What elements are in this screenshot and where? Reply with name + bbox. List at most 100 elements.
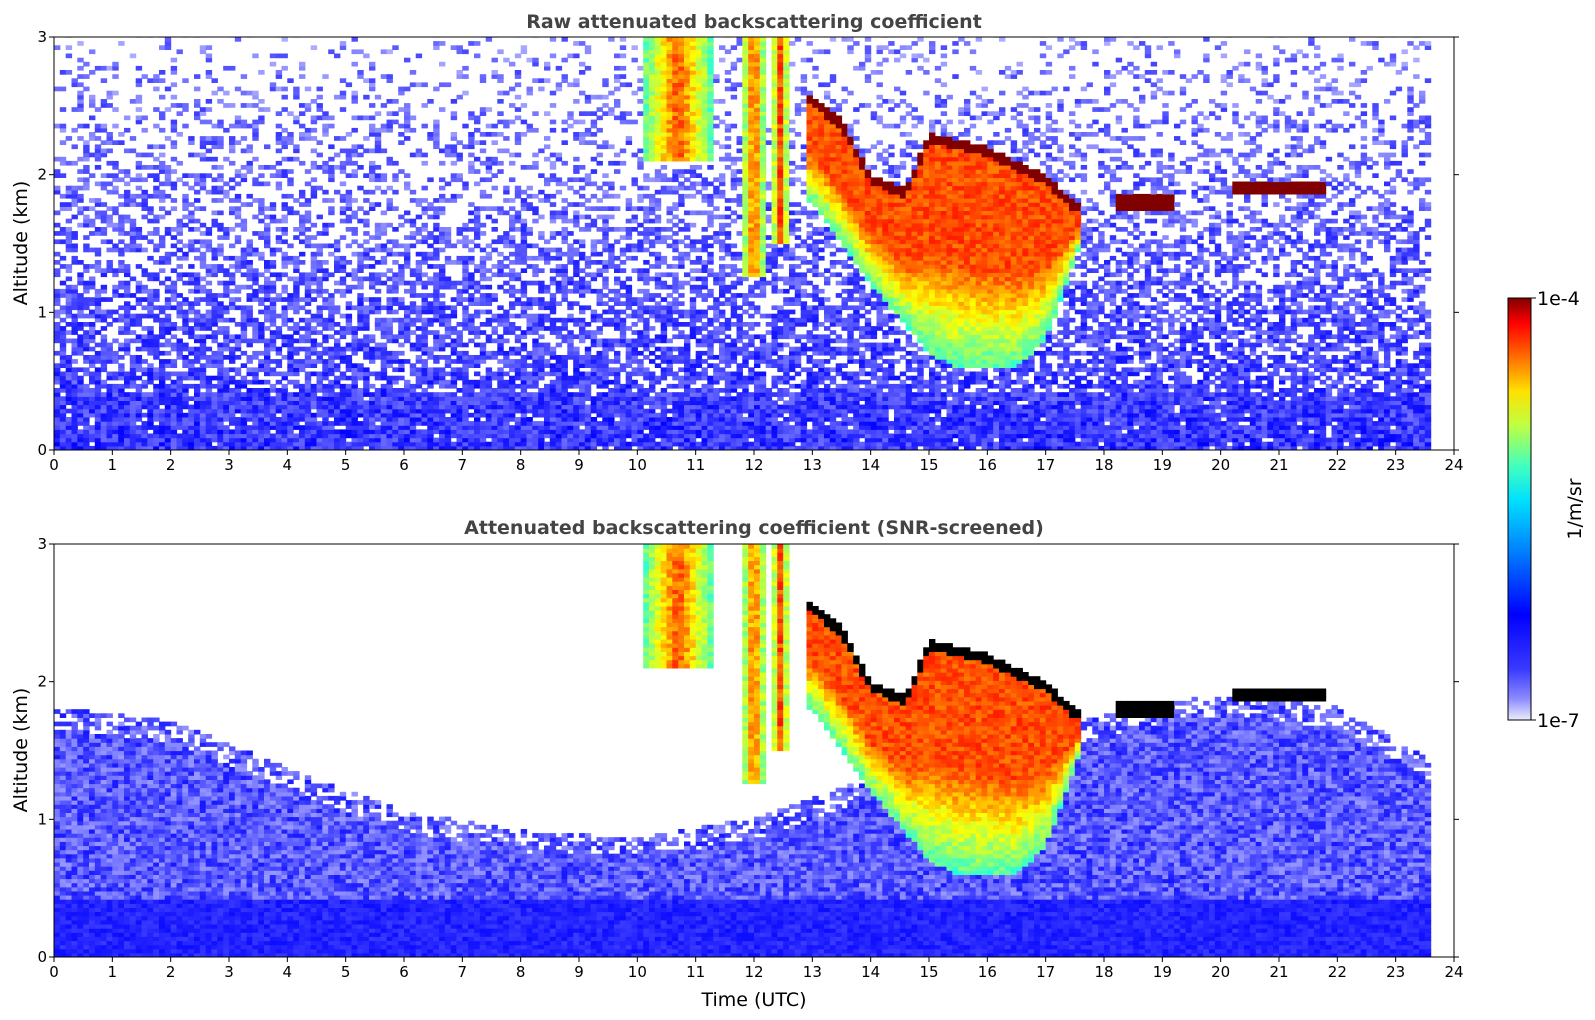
heat-cell [199, 45, 207, 50]
heat-cell [170, 235, 178, 240]
heat-cell [83, 371, 90, 377]
heat-cell [614, 103, 621, 108]
heat-cell [54, 375, 61, 381]
heat-cell [164, 400, 172, 406]
heat-cell [59, 371, 67, 377]
heat-cell [264, 412, 271, 418]
heat-cell [188, 243, 195, 249]
heat-cell [462, 404, 469, 410]
heat-cell [579, 334, 586, 340]
heat-cell [398, 441, 405, 447]
heat-cell [112, 417, 119, 422]
heat-cell [217, 417, 224, 422]
heat-cell [269, 301, 277, 306]
heat-cell [509, 313, 516, 319]
heat-cell [176, 433, 183, 439]
heat-cell [159, 433, 166, 439]
heat-cell [491, 185, 498, 191]
heat-cell [83, 264, 90, 269]
heat-cell [345, 355, 353, 360]
heat-cell [77, 107, 84, 112]
heat-cell [468, 441, 475, 447]
heat-cell [94, 441, 102, 447]
heat-cell [240, 326, 248, 331]
heat-cell [234, 222, 242, 228]
heat-cell [339, 350, 347, 356]
heat-cell [164, 437, 172, 443]
heat-cell [59, 342, 67, 348]
heat-cell [176, 301, 183, 306]
heat-cell [59, 359, 67, 364]
heat-cell [567, 396, 574, 401]
heat-cell [421, 297, 428, 302]
heat-cell [608, 144, 615, 150]
heat-cell [234, 367, 242, 373]
heat-cell [614, 350, 621, 356]
heat-cell [153, 156, 160, 162]
heat-cell [310, 338, 318, 344]
heat-cell [474, 429, 481, 435]
heat-cell [159, 206, 166, 211]
heat-cell [520, 243, 528, 249]
heat-cell [59, 123, 67, 129]
heat-cell [106, 437, 113, 443]
heat-cell [94, 144, 102, 150]
heat-cell [71, 445, 78, 450]
heat-cell [468, 326, 475, 331]
heat-cell [205, 429, 213, 435]
heat-cell [409, 392, 417, 397]
heat-cell [351, 441, 358, 447]
heat-cell [205, 301, 213, 306]
heat-cell [462, 260, 469, 265]
heat-cell [223, 330, 230, 335]
heat-cell [526, 375, 533, 381]
heat-cell [374, 276, 382, 282]
heat-cell [77, 103, 84, 108]
heat-cell [147, 301, 154, 306]
heat-cell [351, 49, 358, 55]
heat-cell [532, 445, 539, 450]
heat-cell [264, 260, 271, 265]
heat-cell [334, 288, 341, 294]
heat-cell [287, 441, 294, 447]
heat-cell [229, 388, 236, 393]
heat-cell [608, 37, 615, 42]
heat-cell [258, 301, 265, 306]
heat-cell [124, 441, 131, 447]
heat-cell [456, 433, 463, 439]
heat-cell [573, 412, 580, 418]
heat-cell [439, 346, 446, 352]
heat-cell [54, 421, 61, 426]
heat-cell [602, 412, 609, 418]
heat-cell [561, 392, 568, 397]
heat-cell [404, 388, 411, 393]
heat-cell [479, 193, 487, 199]
heat-cell [211, 317, 218, 323]
heat-cell [433, 198, 440, 203]
heat-cell [59, 412, 67, 418]
heat-cell [555, 445, 563, 450]
heat-cell [514, 346, 522, 352]
heat-cell [357, 363, 364, 368]
heat-cell [246, 367, 253, 373]
heat-cell [89, 408, 96, 414]
heat-cell [100, 227, 108, 232]
heat-cell [584, 94, 592, 100]
heat-cell [240, 123, 248, 129]
heat-cell [293, 326, 300, 331]
heat-cell [509, 346, 516, 352]
heat-cell [427, 445, 434, 450]
heat-cell [404, 255, 411, 261]
heat-cell [561, 421, 568, 426]
heat-cell [194, 86, 201, 92]
heat-cell [275, 421, 283, 426]
heat-cell [351, 231, 358, 236]
heat-cell [485, 433, 493, 439]
heat-cell [83, 367, 90, 373]
heat-cell [264, 206, 271, 211]
heat-cell [544, 136, 551, 141]
heat-cell [415, 272, 423, 278]
heat-cell [199, 206, 207, 211]
heat-cell [409, 445, 417, 450]
heat-cell [363, 317, 370, 323]
